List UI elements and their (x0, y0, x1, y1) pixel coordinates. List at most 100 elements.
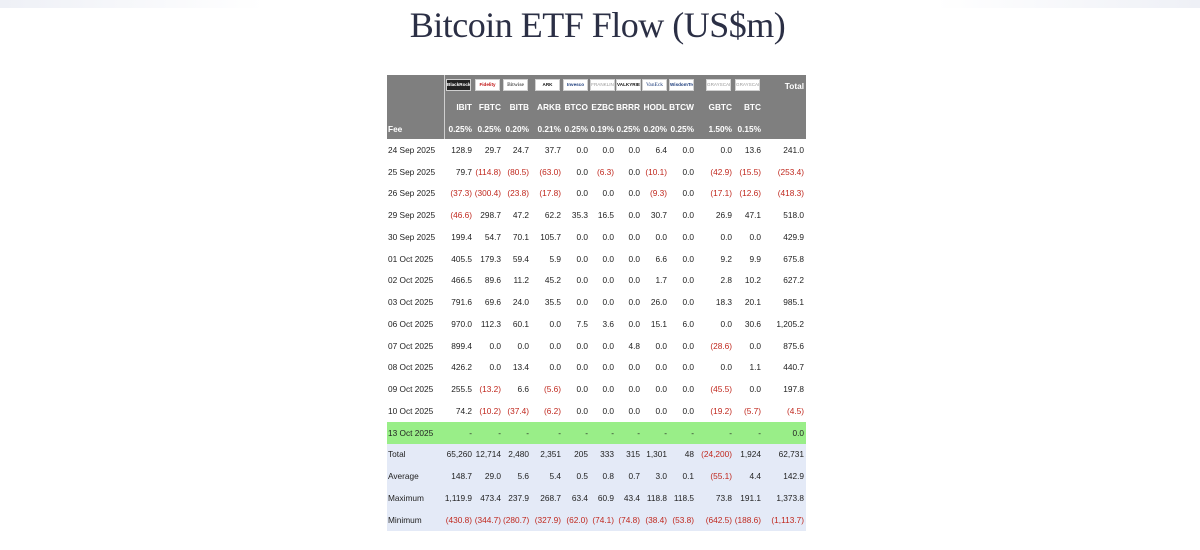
issuer-logo-cell: Invesco (563, 75, 590, 96)
flow-cell: (114.8) (474, 160, 503, 183)
issuer-logo-cell: VanEck (642, 75, 669, 96)
row-total-cell: 197.8 (763, 378, 806, 400)
flow-cell: 199.4 (444, 226, 474, 248)
table-row: 03 Oct 2025 791.6 69.6 24.0 35.5 0.0 0.0 0.0 26.… (387, 291, 806, 313)
issuer-logo-cell: WisdomTree (669, 75, 696, 96)
row-total-cell: 518.0 (763, 204, 806, 226)
fee-value: 0.21% (531, 118, 563, 139)
flow-cell: 0.0 (531, 334, 563, 357)
flow-cell: (6.3) (590, 160, 616, 183)
row-total-cell: 1,373.8 (763, 487, 806, 509)
flow-cell: 0.0 (590, 139, 616, 161)
flow-cell: (23.8) (503, 182, 531, 205)
flow-cell: (45.5) (696, 378, 734, 400)
flow-cell: (6.2) (531, 400, 563, 422)
flow-cell: 0.0 (669, 226, 696, 248)
bitwise-logo: Bitwise (503, 78, 528, 91)
flow-cell: 3.6 (590, 313, 616, 335)
flow-cell: 791.6 (444, 291, 474, 313)
flow-cell: 1,301 (642, 443, 669, 466)
flow-cell: 112.3 (474, 313, 503, 335)
flow-cell: 0.0 (616, 204, 642, 226)
table-row: 10 Oct 2025 74.2 (10.2) (37.4) (6.2) 0.0 0.0 0.… (387, 400, 806, 422)
flow-cell: 60.1 (503, 313, 531, 335)
row-label: Maximum (387, 487, 444, 509)
flow-cell: (28.6) (696, 334, 734, 357)
flow-cell: 0.0 (669, 334, 696, 357)
flow-cell: 0.0 (734, 334, 763, 357)
flow-cell: (300.4) (474, 182, 503, 205)
flow-cell: (74.1) (590, 508, 616, 531)
fee-value: 0.20% (503, 118, 531, 139)
flow-cell: 0.0 (669, 356, 696, 379)
flow-cell: 0.0 (590, 226, 616, 248)
table-row: 02 Oct 2025 466.5 89.6 11.2 45.2 0.0 0.0 0.0 1.7… (387, 269, 806, 292)
flow-cell: (12.6) (734, 182, 763, 205)
flow-cell: 0.0 (616, 269, 642, 292)
flow-cell: 0.0 (669, 139, 696, 161)
flow-cell: 0.0 (563, 226, 590, 248)
flow-cell: 0.0 (474, 334, 503, 357)
flow-cell: 47.2 (503, 204, 531, 226)
flow-cell: (80.5) (503, 160, 531, 183)
flow-cell: 0.0 (563, 356, 590, 379)
flow-cell: 45.2 (531, 269, 563, 292)
flow-cell: 6.6 (503, 378, 531, 400)
flow-cell: 2.8 (696, 269, 734, 292)
ticker-header: BRRR (616, 96, 642, 118)
flow-cell: 0.0 (563, 291, 590, 313)
summary-row: Average 148.7 29.0 5.6 5.4 0.5 0.8 0.7 3.0 0.1 (55… (387, 465, 806, 487)
flow-cell: 0.0 (734, 378, 763, 400)
flow-cell: 35.3 (563, 204, 590, 226)
flow-cell: 0.0 (696, 226, 734, 248)
flow-cell: 0.0 (616, 160, 642, 183)
flow-cell: 30.6 (734, 313, 763, 335)
table-row: 26 Sep 2025 (37.3) (300.4) (23.8) (17.8) 0.0 0… (387, 182, 806, 205)
flow-cell: 26.9 (696, 204, 734, 226)
flow-cell: (37.3) (444, 182, 474, 205)
fee-value: 0.15% (734, 118, 763, 139)
flow-cell: - (590, 421, 616, 444)
flow-cell: 35.5 (531, 291, 563, 313)
flow-cell: (62.0) (563, 508, 590, 531)
fee-value: 0.20% (642, 118, 669, 139)
flow-cell: 179.3 (474, 247, 503, 270)
invesco-logo: Invesco (563, 78, 588, 91)
flow-cell: 1,924 (734, 443, 763, 466)
flow-cell: 0.0 (590, 400, 616, 422)
flow-cell: 105.7 (531, 226, 563, 248)
table-row: 07 Oct 2025 899.4 0.0 0.0 0.0 0.0 0.0 4.8 0.0 0.0… (387, 334, 806, 357)
flow-cell: 4.8 (616, 334, 642, 357)
flow-cell: 79.7 (444, 160, 474, 183)
flow-cell: 74.2 (444, 400, 474, 422)
flow-cell: (344.7) (474, 508, 503, 531)
row-total-cell: 985.1 (763, 291, 806, 313)
flow-cell: 63.4 (563, 487, 590, 509)
table-row: 06 Oct 2025 970.0 112.3 60.1 0.0 7.5 3.6 0.0 15.… (387, 313, 806, 335)
flow-cell: (17.1) (696, 182, 734, 205)
flow-cell: 0.0 (616, 226, 642, 248)
table-body: 24 Sep 2025 128.9 29.7 24.7 37.7 0.0 0.0 0.0 6.4… (387, 139, 806, 531)
flow-cell: 0.0 (503, 334, 531, 357)
fee-value: 0.25% (563, 118, 590, 139)
issuer-logo-cell: BlackRock (444, 75, 474, 96)
flow-cell: - (563, 421, 590, 444)
flow-cell: (24,200) (696, 443, 734, 466)
row-label: 26 Sep 2025 (387, 182, 444, 205)
row-total-cell: (1,113.7) (763, 508, 806, 531)
flow-cell: 0.0 (563, 160, 590, 183)
flow-cell: 2,480 (503, 443, 531, 466)
flow-cell: 0.0 (616, 400, 642, 422)
flow-cell: 6.0 (669, 313, 696, 335)
flow-cell: 5.6 (503, 465, 531, 487)
row-total-cell: 875.6 (763, 334, 806, 357)
row-total-cell: (4.5) (763, 400, 806, 422)
flow-cell: 0.0 (642, 400, 669, 422)
flow-cell: 11.2 (503, 269, 531, 292)
flow-cell: 89.6 (474, 269, 503, 292)
flow-cell: (74.8) (616, 508, 642, 531)
flow-cell: (430.8) (444, 508, 474, 531)
flow-cell: - (503, 421, 531, 444)
row-label: Total (387, 443, 444, 466)
issuer-logo-cell: GRAYSCALE (696, 75, 734, 96)
